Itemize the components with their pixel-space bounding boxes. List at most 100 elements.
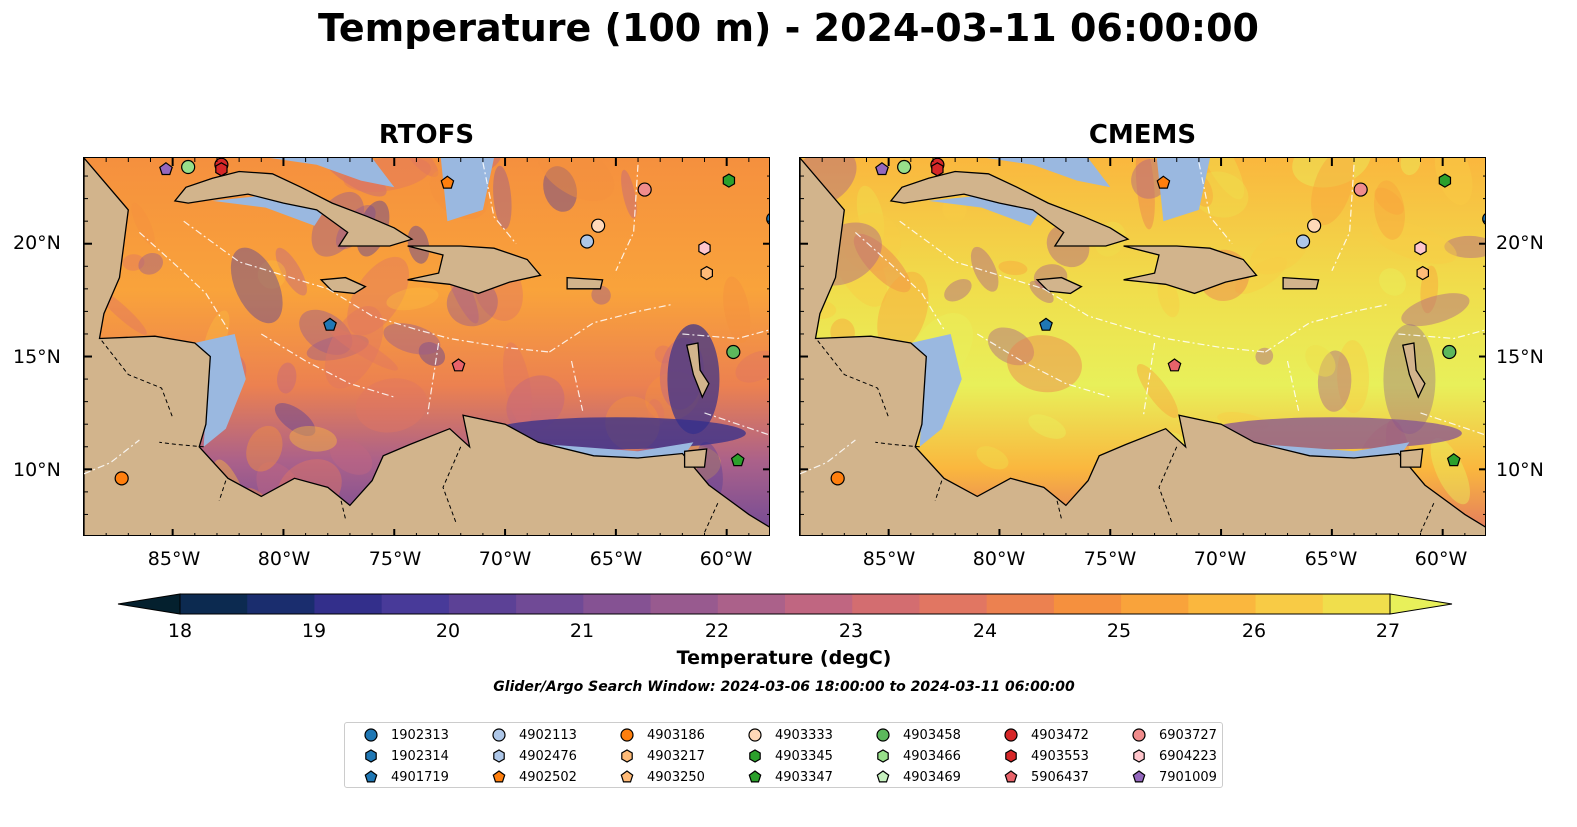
lat-label: 10°N [1496, 459, 1544, 481]
colorbar-bin [1188, 594, 1257, 614]
colorbar-bin [314, 594, 383, 614]
bahamas-bank-shelf [270, 158, 395, 188]
circle-marker-icon [620, 728, 634, 742]
pentagon-marker-icon [876, 770, 890, 783]
hispaniola-landmass [407, 245, 542, 295]
legend-item: 6903727 [1129, 725, 1217, 745]
colorbar-tick-label: 24 [972, 620, 998, 642]
colorbar-bin [448, 594, 517, 614]
legend-item: 1902313 [361, 725, 449, 745]
legend-item: 4901719 [361, 767, 449, 787]
lon-label: 80°W [972, 548, 1026, 570]
hexagon-marker-icon [749, 749, 761, 763]
float-marker-4902113 [1295, 234, 1311, 249]
eez-boundary-line [1286, 360, 1300, 411]
hexagon-marker-icon [1133, 749, 1145, 763]
puerto-rico-landmass [1282, 276, 1320, 290]
float-legend: 1902313 1902314 4901719 4902113 4902476 49025… [344, 722, 1223, 788]
lon-label: 75°W [1083, 548, 1137, 570]
colorbar-bin [1121, 594, 1189, 614]
legend-marker-7901009 [1132, 770, 1146, 783]
hexagon-marker-icon [365, 749, 377, 763]
legend-item: 4903217 [617, 746, 705, 766]
legend-marker-1902313 [364, 728, 378, 742]
float-marker-4901719 [1039, 317, 1053, 331]
lesser-antilles-landmass [1402, 342, 1426, 399]
float-marker-5906437 [451, 358, 466, 372]
eez-boundary-line [327, 288, 550, 353]
eez-boundary-line [682, 329, 769, 340]
central-america-landmass [800, 158, 1485, 535]
hexagon-marker-icon [621, 749, 633, 763]
lon-label: 65°W [1304, 548, 1358, 570]
legend-label: 4903250 [647, 769, 705, 785]
colorbar-tick-label: 22 [704, 620, 730, 642]
eez-boundary-line [482, 162, 517, 245]
hexagon-marker-icon [1005, 749, 1017, 763]
country-border-line [1158, 446, 1178, 524]
legend-item: 4903469 [873, 767, 961, 787]
temperature-colorbar [117, 593, 1453, 615]
eez-boundary-line [138, 231, 229, 330]
legend-item: 5906437 [1001, 767, 1089, 787]
eez-boundary-line [1265, 304, 1388, 353]
eez-boundary-line [570, 360, 584, 411]
pentagon-marker-icon [364, 770, 378, 783]
circle-marker-icon [1132, 728, 1146, 742]
cmems-map[interactable] [799, 157, 1486, 536]
colorbar-bin [1255, 594, 1324, 614]
eez-boundary-line [899, 220, 1044, 290]
eez-boundary-line [426, 342, 440, 416]
eez-boundary-line [1043, 288, 1266, 353]
legend-marker-4903458 [876, 728, 890, 742]
colorbar-bin [986, 594, 1055, 614]
search-window-text: Glider/Argo Search Window: 2024-03-06 18… [493, 679, 1075, 695]
eez-boundary-line [854, 231, 945, 330]
pentagon-marker-icon [1004, 770, 1018, 783]
float-marker-4903345 [1438, 173, 1452, 188]
lon-label: 85°W [862, 548, 916, 570]
colorbar-bin [583, 594, 652, 614]
circle-marker-icon [364, 728, 378, 742]
float-marker-4901719 [323, 317, 337, 331]
panel-title-cmems: CMEMS [1088, 120, 1197, 150]
float-marker-4902502 [440, 175, 455, 189]
legend-marker-4903347 [748, 770, 762, 783]
panel-title-rtofs: RTOFS [378, 120, 475, 150]
legend-marker-4903469 [876, 770, 890, 783]
lon-label: 60°W [1414, 548, 1468, 570]
legend-label: 4903469 [903, 769, 961, 785]
float-marker-4903347 [1446, 453, 1461, 467]
colorbar-tick-label: 21 [569, 620, 595, 642]
legend-item: 4903347 [745, 767, 833, 787]
legend-label: 4903347 [775, 769, 833, 785]
colorbar-bin [1322, 594, 1391, 614]
legend-label: 1902313 [391, 727, 449, 743]
eez-boundary-line [704, 412, 769, 436]
float-marker-4903469 [897, 159, 912, 175]
country-border-line [159, 441, 204, 448]
float-marker-6904223 [1414, 241, 1427, 256]
legend-item: 4903472 [1001, 725, 1089, 745]
float-marker-4903469 [181, 159, 196, 175]
legend-label: 6904223 [1159, 748, 1217, 764]
float-marker-4903553 [931, 162, 944, 177]
rtofs-map[interactable] [83, 157, 770, 536]
lon-label: 85°W [147, 548, 201, 570]
lesser-antilles-landmass [686, 342, 710, 399]
colorbar-label: Temperature (degC) [676, 647, 892, 669]
colorbar-bin [247, 594, 315, 614]
lat-label: 15°N [1496, 346, 1544, 368]
country-border-line [442, 446, 462, 524]
float-marker-4903217 [700, 265, 714, 281]
legend-label: 4903458 [903, 727, 961, 743]
legend-item: 4903466 [873, 746, 961, 766]
legend-marker-4902113 [492, 728, 506, 742]
legend-label: 6903727 [1159, 727, 1217, 743]
colorbar-tick-label: 23 [838, 620, 864, 642]
legend-marker-4902476 [493, 749, 505, 763]
float-marker-6903727 [1353, 182, 1368, 197]
lon-label: 65°W [589, 548, 643, 570]
colorbar-tick-label: 25 [1106, 620, 1132, 642]
float-marker-4902502 [1156, 175, 1171, 189]
